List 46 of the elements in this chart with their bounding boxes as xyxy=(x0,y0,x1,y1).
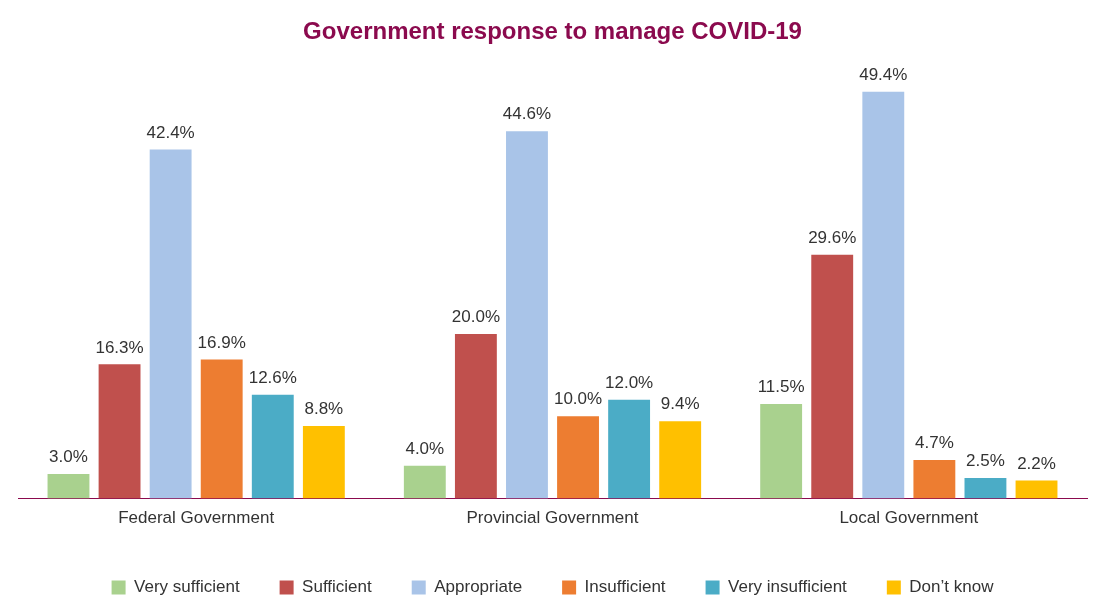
x-tick-label: Local Government xyxy=(839,508,979,528)
data-label: 16.3% xyxy=(95,337,144,357)
legend-label: Very sufficient xyxy=(134,577,240,597)
bar xyxy=(454,333,497,499)
bar xyxy=(760,403,803,499)
bar xyxy=(862,91,905,499)
data-label: 4.0% xyxy=(405,438,445,458)
legend-label: Insufficient xyxy=(584,577,666,597)
legend-label: Very insufficient xyxy=(728,577,848,597)
bar xyxy=(964,478,1007,499)
bar xyxy=(913,459,956,499)
bar xyxy=(200,359,243,499)
chart-title: Government response to manage COVID-19 xyxy=(303,17,802,45)
x-tick-label: Provincial Government xyxy=(466,508,639,528)
data-label: 44.6% xyxy=(502,104,552,124)
bar xyxy=(149,149,192,499)
legend-label: Sufficient xyxy=(302,577,372,597)
data-label: 11.5% xyxy=(757,377,805,397)
data-label: 42.4% xyxy=(146,122,195,142)
data-label: 16.9% xyxy=(197,332,246,352)
data-label: 3.0% xyxy=(49,447,88,467)
data-label: 10.0% xyxy=(553,389,603,409)
bar xyxy=(302,426,345,499)
bar xyxy=(98,364,141,499)
bar xyxy=(1015,480,1058,499)
bar xyxy=(659,421,702,499)
data-label: 20.0% xyxy=(451,307,500,327)
legend-label: Appropriate xyxy=(434,577,523,597)
bar xyxy=(251,394,294,499)
legend-label: Don’t know xyxy=(909,577,995,597)
bar xyxy=(403,465,446,499)
x-tick-label: Federal Government xyxy=(118,508,275,528)
data-label: 12.6% xyxy=(248,368,297,388)
bar xyxy=(47,473,90,499)
data-label: 12.0% xyxy=(605,372,654,392)
bar xyxy=(608,399,651,499)
bar xyxy=(811,254,854,499)
data-label: 8.8% xyxy=(304,399,344,419)
bar xyxy=(506,131,548,499)
data-label: 29.6% xyxy=(808,228,857,247)
bar xyxy=(557,416,599,499)
data-label: 2.2% xyxy=(1017,453,1056,473)
data-label: 4.7% xyxy=(915,433,954,453)
data-label: 49.4% xyxy=(859,64,908,84)
data-label: 9.4% xyxy=(660,394,700,414)
data-label: 2.5% xyxy=(966,451,1005,471)
